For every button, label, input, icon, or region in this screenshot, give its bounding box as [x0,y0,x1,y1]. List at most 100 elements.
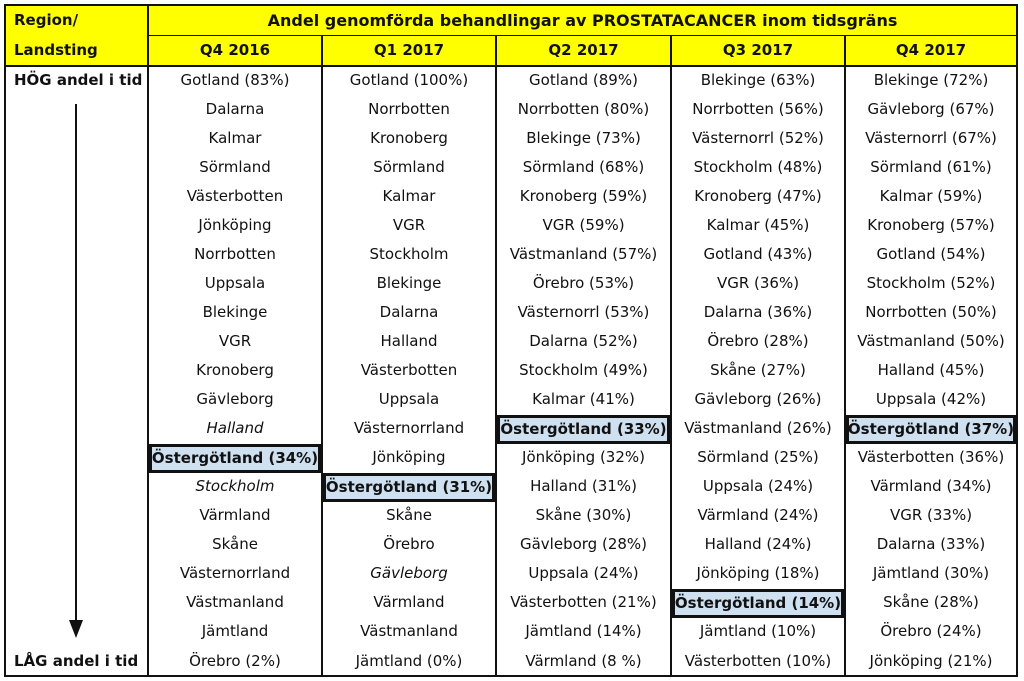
rank-cell: Kronoberg (57%) [867,215,995,234]
rank-cell: Västerbotten [186,186,284,205]
rank-cell: Blekinge (73%) [526,128,641,147]
rank-cell: Västmanland (57%) [509,244,658,263]
rank-cell: Gävleborg [370,564,448,583]
rank-cell: Örebro (53%) [532,273,635,292]
rank-cell: Norrbotten [194,244,276,263]
rank-cell: Norrbotten [368,99,450,118]
down-arrow-icon [69,104,83,638]
rank-cell: VGR (33%) [889,506,973,525]
rank-cell: Västerbotten (10%) [684,651,832,670]
rank-cell: Gotland (100%) [349,70,469,89]
rank-cell: Kronoberg (47%) [694,186,822,205]
rank-cell: Sörmland (61%) [870,157,992,176]
rank-cell: Uppsala (24%) [528,564,639,583]
rank-cell: Jönköping (32%) [522,448,645,467]
table-title: Andel genomförda behandlingar av PROSTAT… [148,5,1017,35]
rank-cell: Örebro [383,535,435,554]
rank-cell: Uppsala [378,390,440,409]
rank-cell: Uppsala [204,273,266,292]
rank-cell: Skåne [212,535,258,554]
highlighted-rank-cell: Östergötland (33%) [497,414,670,444]
rank-cell: Stockholm [195,477,275,496]
rank-cell: Kalmar (41%) [532,390,635,409]
rank-cell: Jönköping [372,448,446,467]
grid-line [844,35,846,677]
region-header-line2: Landsting [5,35,148,65]
rank-cell: Halland (45%) [877,361,985,380]
rank-cell: Västmanland [360,622,458,641]
rank-cell: Västernorrland [353,419,465,438]
grid-line [148,35,1017,36]
rank-cell: Kalmar [382,186,436,205]
rank-cell: Gotland (54%) [876,244,986,263]
rank-cell: Kalmar [208,128,262,147]
rank-cell: Jämtland (0%) [355,651,463,670]
side-bottom-label: LÅG andel i tid [14,652,139,670]
rank-cell: Värmland [373,593,445,612]
rank-cell: Blekinge [202,302,268,321]
rank-cell: Kronoberg [370,128,448,147]
rank-cell: Kalmar (59%) [879,186,983,205]
column-header: Q3 2017 [671,35,845,65]
rank-cell: Dalarna (36%) [703,302,813,321]
rank-cell: Västerbotten [360,361,458,380]
rank-cell: Gävleborg (26%) [694,390,822,409]
grid-line [321,35,323,677]
column-header: Q4 2017 [845,35,1017,65]
rank-cell: Gotland (83%) [180,70,290,89]
column-header: Q4 2016 [148,35,322,65]
rank-cell: Blekinge (63%) [700,70,816,89]
rank-cell: VGR [392,215,426,234]
highlighted-rank-cell: Östergötland (31%) [323,472,495,502]
rank-cell: VGR [218,331,252,350]
highlighted-rank-cell: Östergötland (37%) [846,414,1016,444]
column-header: Q1 2017 [322,35,496,65]
rank-cell: Jämtland (10%) [699,622,817,641]
column-header: Q2 2017 [496,35,671,65]
side-top-label: HÖG andel i tid [14,70,143,89]
rank-cell: Gotland (89%) [529,70,638,89]
rank-cell: Uppsala (24%) [702,477,814,496]
rank-cell: Stockholm (49%) [519,361,648,380]
rank-cell: Gotland (43%) [703,244,813,263]
rank-cell: Dalarna (52%) [529,331,638,350]
rank-cell: Örebro (2%) [189,651,281,670]
rank-cell: Värmland (8 %) [525,651,642,670]
rank-cell: Sörmland [373,157,445,176]
rank-cell: Örebro (28%) [707,331,809,350]
rank-cell: Västmanland [186,593,284,612]
grid-line [670,35,672,677]
rank-cell: Halland (31%) [530,477,637,496]
rank-cell: Dalarna [205,99,265,118]
rank-cell: Jönköping (18%) [696,564,820,583]
rank-cell: Västernorrl (52%) [692,128,824,147]
highlighted-rank-cell: Östergötland (14%) [672,588,844,618]
rank-cell: Blekinge [376,273,442,292]
rank-cell: Skåne [386,506,432,525]
rank-cell: Norrbotten (56%) [692,99,824,118]
rank-cell: Sörmland (68%) [522,157,645,176]
rank-cell: Halland (24%) [704,535,812,554]
rank-cell: Stockholm (48%) [693,157,823,176]
rank-cell: Stockholm (52%) [866,273,996,292]
grid-line [147,4,149,677]
rank-cell: Uppsala (42%) [875,390,987,409]
rank-cell: Skåne (28%) [883,593,979,612]
grid-line [5,675,1018,677]
rank-cell: Gävleborg (67%) [867,99,995,118]
rank-cell: Halland [206,419,264,438]
grid-line [4,4,6,677]
rank-cell: Västmanland (50%) [857,331,1005,350]
rank-cell: Skåne (30%) [535,506,632,525]
rank-cell: Skåne (27%) [710,361,806,380]
rank-cell: Gävleborg [196,390,274,409]
rank-cell: VGR (59%) [542,215,625,234]
grid-line [1016,4,1018,677]
rank-cell: Sörmland [199,157,271,176]
rank-cell: VGR (36%) [716,273,800,292]
rank-cell: Kronoberg [196,361,274,380]
rank-cell: Stockholm [369,244,449,263]
region-header-line1: Region/ [5,5,148,35]
rank-cell: Västmanland (26%) [684,419,832,438]
